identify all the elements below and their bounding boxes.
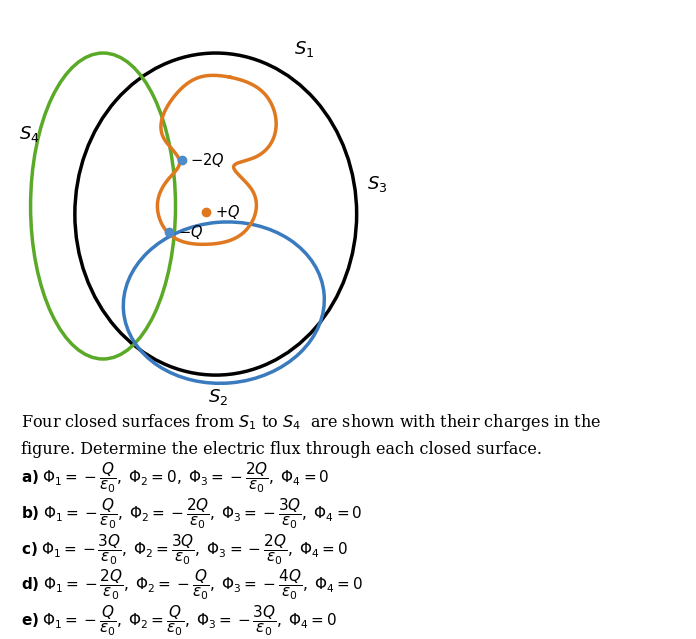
Text: $-Q$: $-Q$ <box>178 223 203 241</box>
Text: $S_1$: $S_1$ <box>294 39 315 59</box>
Text: $\mathbf{d)}\;\Phi_1 = -\dfrac{2Q}{\varepsilon_0},\;\Phi_2 = -\dfrac{Q}{\varepsi: $\mathbf{d)}\;\Phi_1 = -\dfrac{2Q}{\vare… <box>21 567 363 602</box>
Text: $\mathbf{e)}\;\Phi_1 = -\dfrac{Q}{\varepsilon_0},\;\Phi_2 = \dfrac{Q}{\varepsilo: $\mathbf{e)}\;\Phi_1 = -\dfrac{Q}{\varep… <box>21 603 337 638</box>
Text: $+Q$: $+Q$ <box>214 203 239 221</box>
Text: $S_4$: $S_4$ <box>19 123 39 144</box>
Text: $S_2$: $S_2$ <box>207 387 228 407</box>
Text: $S_3$: $S_3$ <box>367 174 387 194</box>
Text: $\mathbf{b)}\;\Phi_1 = -\dfrac{Q}{\varepsilon_0},\;\Phi_2 = -\dfrac{2Q}{\varepsi: $\mathbf{b)}\;\Phi_1 = -\dfrac{Q}{\varep… <box>21 497 362 531</box>
Text: Four closed surfaces from $S_1$ to $S_4$  are shown with their charges in the
fi: Four closed surfaces from $S_1$ to $S_4$… <box>21 412 601 458</box>
Text: $\mathbf{a)}\;\Phi_1 = -\dfrac{Q}{\varepsilon_0},\;\Phi_2 = 0,\;\Phi_3 = -\dfrac: $\mathbf{a)}\;\Phi_1 = -\dfrac{Q}{\varep… <box>21 461 329 495</box>
Text: $\mathbf{c)}\;\Phi_1 = -\dfrac{3Q}{\varepsilon_0},\;\Phi_2 = \dfrac{3Q}{\varepsi: $\mathbf{c)}\;\Phi_1 = -\dfrac{3Q}{\vare… <box>21 532 347 567</box>
Text: $-2Q$: $-2Q$ <box>191 151 225 169</box>
